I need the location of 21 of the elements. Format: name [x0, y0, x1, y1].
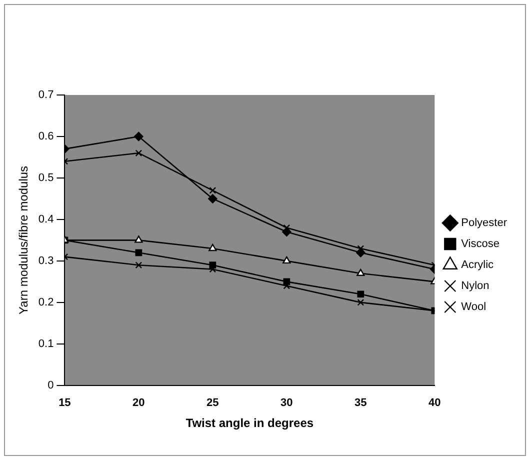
x-axis-title: Twist angle in degrees [186, 416, 314, 430]
x-tick-label: 40 [428, 397, 441, 410]
y-tick-label: 0.3 [38, 254, 54, 267]
legend-label: Polyester [461, 217, 508, 230]
x-tick-label: 30 [280, 397, 293, 410]
y-tick-label: 0.4 [38, 213, 54, 226]
y-axis-title: Yarn modulus/fibre modulus [16, 166, 31, 314]
y-tick-label: 0 [48, 379, 54, 392]
x-tick-label: 25 [206, 397, 219, 410]
y-tick-label: 0.1 [38, 338, 54, 350]
legend-label: Acrylic [461, 259, 494, 272]
y-tick-label: 0.6 [38, 130, 54, 143]
legend-label: Nylon [461, 280, 490, 292]
y-tick-label: 0.2 [38, 296, 54, 308]
y-tick-label: 0.7 [38, 89, 54, 102]
x-tick-label: 35 [354, 397, 367, 410]
legend-label: Wool [461, 301, 486, 314]
legend-label: Viscose [461, 238, 500, 250]
x-tick-label: 20 [132, 397, 145, 410]
y-tick-label: 0.5 [38, 172, 54, 184]
x-tick-label: 15 [58, 397, 71, 410]
